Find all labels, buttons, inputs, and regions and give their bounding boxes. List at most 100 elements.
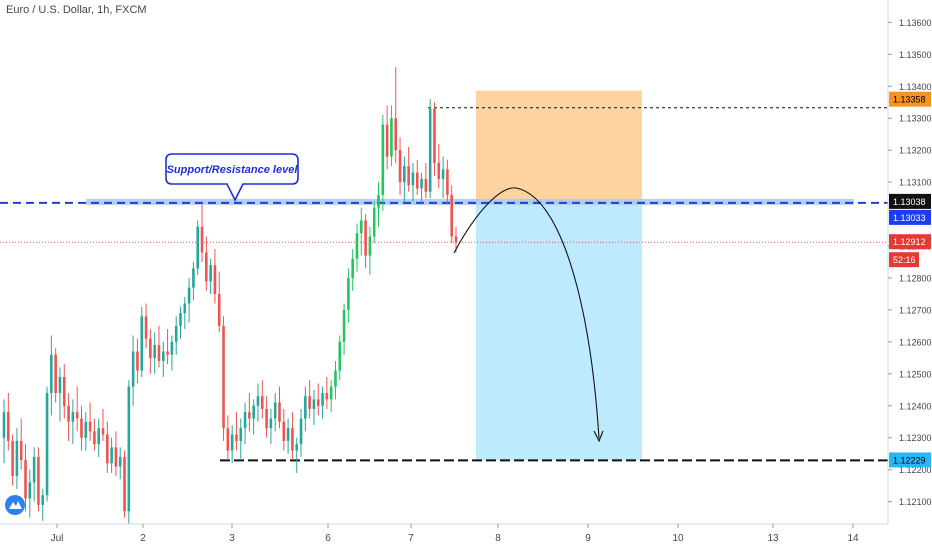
candle-body [347,277,350,310]
candle [187,277,191,323]
candlestick-series [2,67,458,524]
candle [80,405,83,451]
candle-body [136,351,139,371]
time-tick-label: Jul [51,533,64,544]
badge-bg [889,452,931,468]
candle [161,341,165,378]
candle [390,105,393,167]
time-tick-label: 13 [767,533,779,544]
candle-body [446,169,449,195]
candle-body [50,354,53,393]
time-tick-label: 9 [585,533,591,544]
candle-body [334,370,337,387]
candle [196,220,200,275]
candle-body [179,313,182,326]
price-tick-label: 1.13600 [899,18,932,28]
candle [325,377,329,409]
candle [58,367,62,422]
candle [114,431,118,477]
candle [28,469,32,518]
candle-body [325,393,329,400]
candle [441,156,445,199]
candle [316,383,320,416]
candle-body [226,428,230,451]
candle-body [28,482,32,499]
chart-title: Euro / U.S. Dollar, 1h, FXCM [6,4,147,16]
candle-body [15,440,19,477]
candle [347,268,350,323]
candle-body [403,166,406,183]
candle [329,380,333,413]
take-profit-price-badge: 1.12229 [889,452,931,468]
candle [15,428,19,489]
candle [110,437,113,473]
time-tick-label: 10 [672,533,684,544]
candle [230,424,234,464]
price-tick-label: 1.12200 [899,465,932,475]
candle [97,418,100,457]
candle-body [230,434,234,451]
candle [415,159,419,195]
candle-body [390,118,393,157]
candle-body [381,124,385,195]
candle [321,386,324,419]
candle-body [338,341,342,371]
candle [265,396,268,438]
candle [403,156,406,202]
candle [140,306,144,378]
candle-body [415,172,419,189]
support-resistance-callout[interactable]: Support/Resistance level [165,153,299,202]
badge-bg [889,209,931,225]
candle [217,271,221,333]
candle [166,329,169,365]
candle [131,335,135,406]
candle-body [312,399,316,409]
candle [394,67,398,163]
price-tick-label: 1.12600 [899,337,932,347]
time-tick-label: 3 [229,533,235,544]
price-tick-label: 1.12300 [899,433,932,443]
price-tick-label: 1.12800 [899,273,932,283]
candle [19,418,23,470]
projection-curve [453,187,600,439]
candle-body [144,316,148,339]
take-profit-zone [476,202,642,461]
candle-body [80,418,83,438]
candle [174,316,178,355]
time-axis[interactable]: Jul 2 3 6 7 8 9 10 13 14 [51,524,859,544]
price-axis[interactable]: 1.13600 1.13500 1.13400 1.13300 1.13200 1.131… [888,18,932,507]
candle-body [282,421,286,441]
candle [437,143,441,189]
candle [88,402,92,441]
candle [334,361,337,400]
price-badges: 1.13358 1.13038 1.13033 1.12912 52:16 1.12229 [889,91,931,468]
candle [127,380,131,524]
tradingview-logo-icon[interactable] [5,495,25,515]
candle [428,99,432,199]
candle [385,105,389,170]
candle-body [153,345,156,358]
candle-body [291,428,294,451]
candle [209,258,212,294]
time-tick-label: 14 [847,533,859,544]
candle-body [248,412,251,419]
price-tick-label: 1.13100 [899,178,932,188]
candle-body [114,447,118,467]
candle-body [149,338,152,358]
candle [381,115,385,211]
candle [149,329,152,374]
candle [213,249,217,304]
candle-body [256,396,260,406]
candle-body [2,412,6,438]
candle [205,236,208,291]
candle-body [372,207,376,237]
bar-countdown-badge: 52:16 [889,252,919,268]
candle [273,393,277,432]
candle-body [385,124,389,157]
candle [106,421,109,473]
candle [351,249,354,291]
candle-body [192,268,195,288]
time-tick-label: 7 [408,533,414,544]
